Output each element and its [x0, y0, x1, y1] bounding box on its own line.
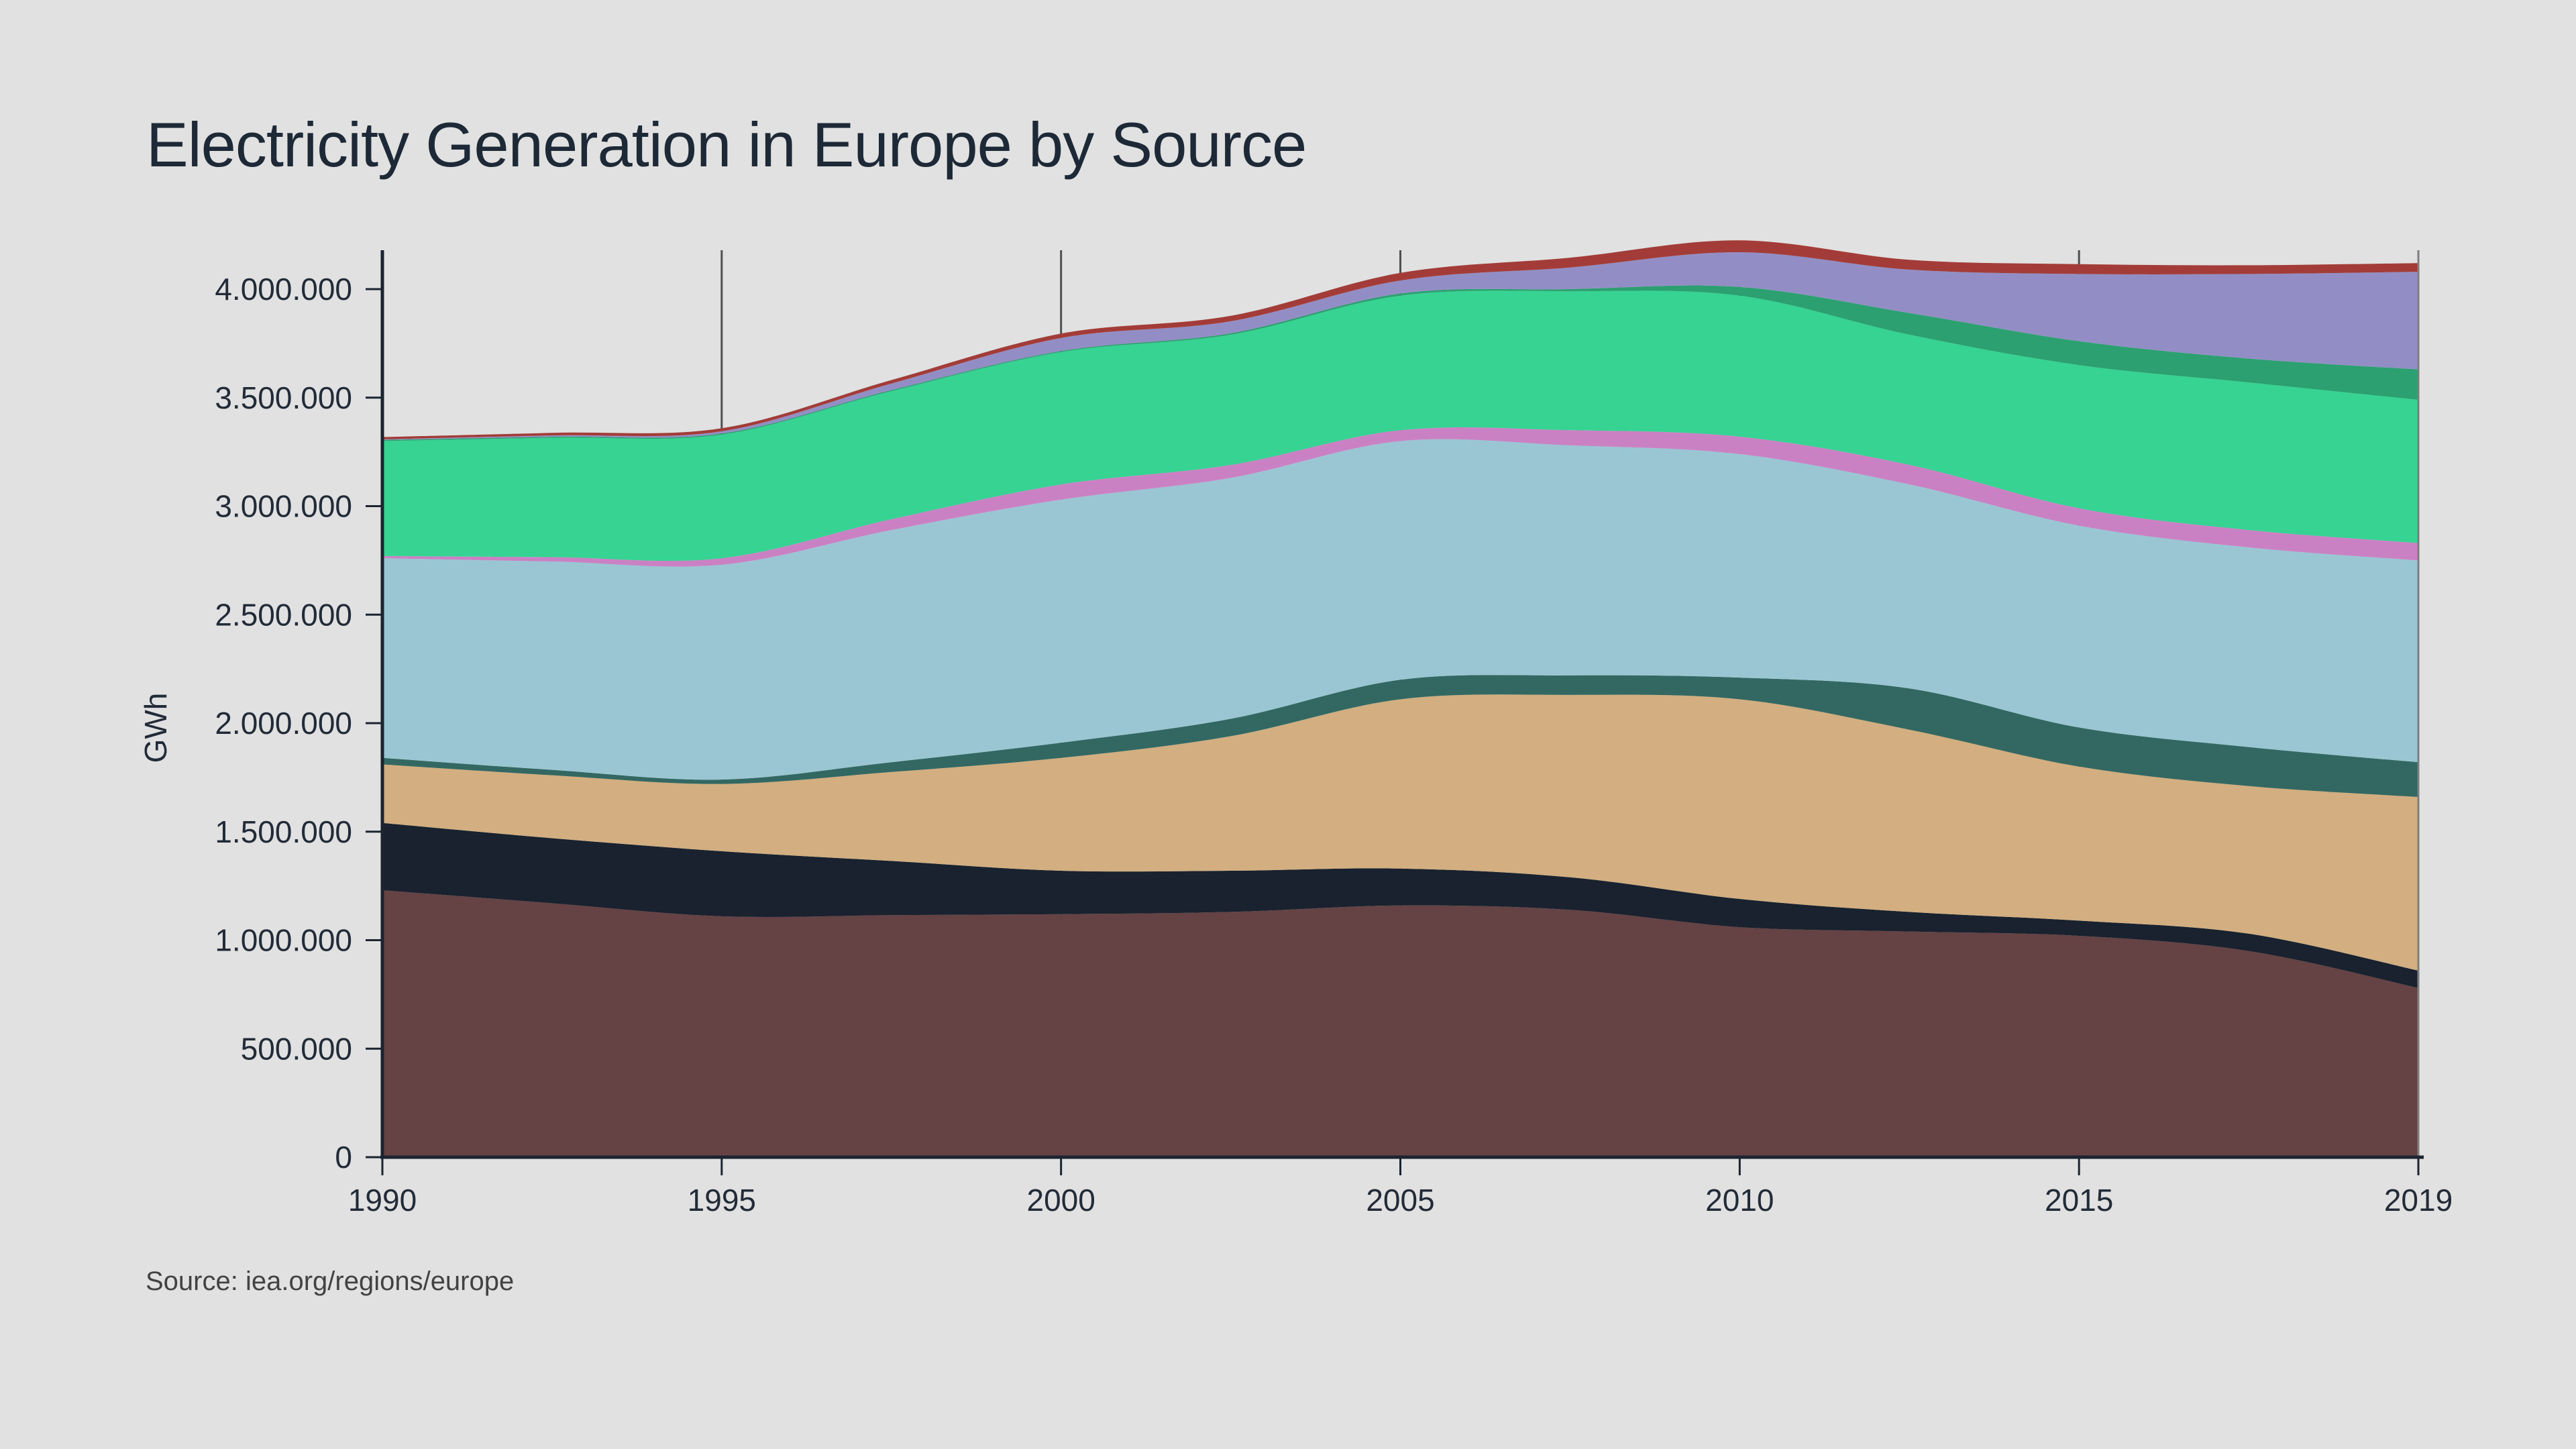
x-tick-label: 2010 — [1705, 1183, 1774, 1218]
x-tick-label: 2005 — [1366, 1183, 1434, 1218]
chart-title: Electricity Generation in Europe by Sour… — [146, 109, 1307, 180]
area-layer-2-dark-navy — [382, 822, 2418, 988]
y-tick-label: 3.500.000 — [215, 380, 352, 415]
x-tick-label: 2000 — [1026, 1183, 1095, 1218]
x-tick-label: 2019 — [2384, 1183, 2453, 1218]
y-tick-label: 3.000.000 — [215, 489, 352, 524]
y-axis-unit-label: GWh — [138, 693, 173, 763]
y-tick-label: 2.500.000 — [215, 597, 352, 632]
x-tick-label: 2015 — [2045, 1183, 2113, 1218]
y-tick-label: 2.000.000 — [215, 706, 352, 741]
y-tick-label: 4.000.000 — [215, 272, 352, 307]
area-layer-1-maroon — [382, 890, 2418, 1157]
area-layer-4-dark-teal — [382, 675, 2418, 797]
source-note: Source: iea.org/regions/europe — [146, 1267, 515, 1296]
area-layer-5-light-blue — [382, 439, 2418, 780]
area-layer-6-orchid-pink — [382, 427, 2418, 567]
area-layer-8-sea-green — [382, 285, 2418, 441]
y-tick-label: 500.000 — [241, 1031, 352, 1066]
x-tick-label: 1995 — [688, 1183, 756, 1218]
x-tick-label: 1990 — [348, 1183, 417, 1218]
area-layer-3-tan — [382, 694, 2418, 971]
area-layer-7-emerald-green — [382, 290, 2418, 561]
area-layer-9-lavender-purple — [382, 252, 2418, 440]
y-tick-label: 0 — [335, 1140, 352, 1175]
area-layer-10-brick-red — [382, 240, 2418, 439]
y-tick-label: 1.500.000 — [215, 814, 352, 849]
y-tick-label: 1.000.000 — [215, 923, 352, 958]
